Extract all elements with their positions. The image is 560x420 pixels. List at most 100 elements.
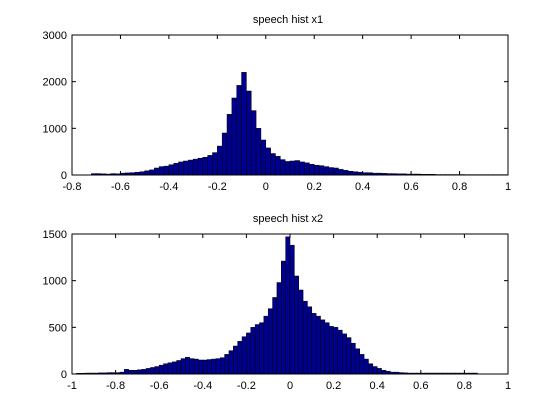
histogram-bar <box>141 369 147 375</box>
histogram-bar <box>207 155 213 176</box>
histogram-bar <box>289 244 295 375</box>
x-tick-label: -0.2 <box>208 181 227 193</box>
x-tick-label: -0.8 <box>63 181 82 193</box>
histogram-bar <box>168 164 174 176</box>
histogram-bar <box>350 342 356 375</box>
histogram-bar <box>323 166 330 176</box>
histogram-bar <box>259 322 265 375</box>
histogram-bar <box>346 337 352 375</box>
histogram-bar <box>347 171 354 176</box>
histogram-bar <box>189 358 195 375</box>
histogram-bar <box>359 354 365 375</box>
histogram-bar <box>137 369 143 375</box>
x-tick-label: -1 <box>67 380 77 392</box>
histogram-bar <box>188 159 194 176</box>
histogram-bar <box>309 164 315 176</box>
histogram-bar <box>158 166 165 176</box>
histogram-bar <box>276 282 282 375</box>
histogram-bar <box>173 163 179 176</box>
histogram-bar <box>150 367 156 375</box>
histogram-bar <box>342 333 347 375</box>
histogram-bar <box>265 147 271 176</box>
x-tick-label: -0.4 <box>159 181 178 193</box>
subplot-x2: speech hist x2 -1 -0.8 -0.6 -0.4 -0.2 0 0.2 0.4… <box>43 213 512 392</box>
histogram-bar <box>185 356 190 375</box>
histogram-bar <box>275 156 281 176</box>
histogram-bar <box>176 360 182 375</box>
histogram-bar <box>163 363 169 375</box>
histogram-bar <box>215 358 221 375</box>
histogram-bar <box>272 297 278 375</box>
histogram-bar <box>246 332 252 375</box>
subplot-x1-ticks: -0.8 -0.6 -0.4 -0.2 0 0.2 0.4 0.6 0.8 1 0 1000 2000 3… <box>43 30 512 193</box>
x-tick-label: 0 <box>287 380 293 392</box>
histogram-bar <box>333 167 339 176</box>
histogram-bar <box>202 157 208 176</box>
histogram-bar <box>294 160 300 176</box>
histogram-bar <box>233 345 238 375</box>
histogram-bar <box>304 162 310 176</box>
histogram-bar <box>183 160 189 176</box>
histogram-bar <box>228 350 234 375</box>
x-tick-label: 1 <box>505 380 511 392</box>
histogram-bar <box>263 315 269 375</box>
histogram-bar <box>212 152 218 176</box>
histogram-bar <box>211 358 217 375</box>
histogram-bar <box>226 114 233 176</box>
histogram-bar <box>197 157 204 176</box>
histogram-bar <box>132 370 138 375</box>
histogram-bar <box>172 361 177 375</box>
histogram-bar <box>250 327 256 375</box>
histogram-bar <box>241 336 247 375</box>
subplot-x1-title: speech hist x1 <box>253 14 323 26</box>
x-tick-label: -0.6 <box>150 380 169 392</box>
histogram-bar <box>328 326 334 375</box>
histogram-bar <box>206 359 212 375</box>
histogram-bar <box>302 300 308 375</box>
histogram-bar <box>236 85 242 176</box>
x-tick-label: 0.6 <box>413 380 428 392</box>
histogram-bar <box>246 90 252 176</box>
y-tick-label: 3000 <box>43 30 67 42</box>
y-tick-label: 500 <box>49 322 67 334</box>
histogram-bar <box>294 275 299 375</box>
histogram-bar <box>250 110 257 176</box>
histogram-bar <box>337 329 343 375</box>
y-tick-label: 1000 <box>43 276 67 288</box>
x-tick-label: -0.8 <box>106 380 125 392</box>
histogram-bar <box>241 72 247 176</box>
histogram-bar <box>124 369 129 375</box>
y-tick-label: 0 <box>61 170 67 182</box>
histogram-bar <box>313 164 320 176</box>
histogram-bar <box>381 370 387 375</box>
histogram-bar <box>372 366 378 375</box>
histogram-bar <box>355 348 361 375</box>
histogram-bar <box>299 161 305 176</box>
histogram-bar <box>270 153 276 176</box>
histogram-bar <box>320 319 326 375</box>
x-tick-label: 0.2 <box>326 380 341 392</box>
x-tick-label: -0.4 <box>193 380 212 392</box>
subplot-x2-title: speech hist x2 <box>253 213 323 225</box>
histogram-bar <box>224 354 230 375</box>
x-tick-label: -0.2 <box>237 380 256 392</box>
x-tick-label: 0 <box>263 181 269 193</box>
histogram-bar <box>254 324 260 375</box>
histogram-bar <box>343 170 349 176</box>
histogram-bar <box>145 368 151 375</box>
histogram-bar <box>202 359 208 375</box>
histogram-bar <box>284 161 291 176</box>
histogram-bar <box>285 236 291 375</box>
histogram-bar <box>158 364 164 375</box>
histogram-bar <box>280 159 286 176</box>
histogram-bar <box>128 370 134 375</box>
histogram-bar <box>198 359 204 375</box>
x-tick-label: 0.8 <box>452 181 467 193</box>
histogram-bar <box>217 145 223 176</box>
subplot-x2-ticks: -1 -0.8 -0.6 -0.4 -0.2 0 0.2 0.4 0.6 0.8 1 0 500 1000… <box>43 229 512 392</box>
subplot-x1: speech hist x1 -0.8 -0.6 -0.4 -0.2 0 0.2 0.4 0.… <box>43 14 512 193</box>
histogram-bar <box>368 363 374 375</box>
histogram-bar <box>307 306 313 375</box>
histogram-bar <box>163 165 170 176</box>
